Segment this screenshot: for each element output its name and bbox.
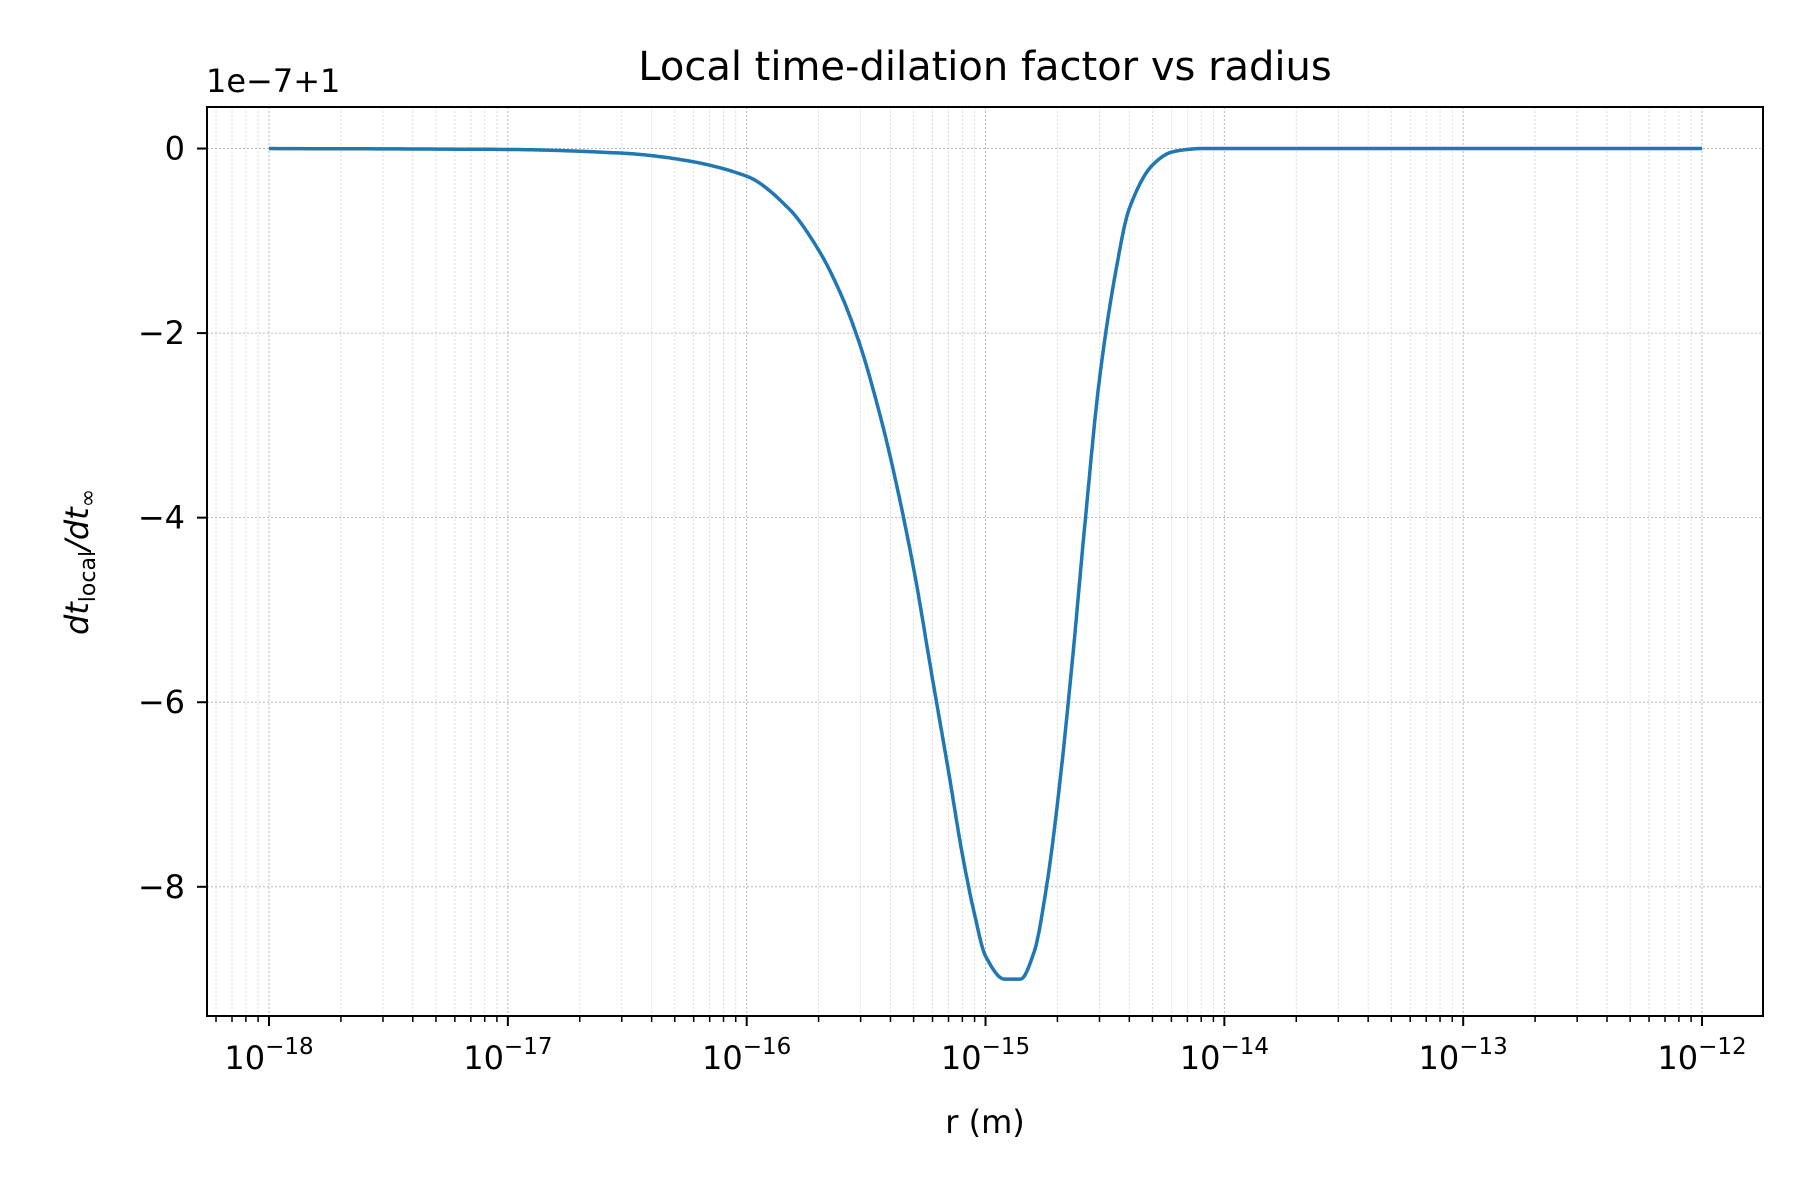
- grid: [207, 107, 1763, 1016]
- series-line-group: [268, 146, 1702, 981]
- x-tick-label: 10−13: [1419, 1034, 1508, 1077]
- y-tick-label: −4: [138, 499, 185, 537]
- y-offset-label: 1e−7+1: [206, 62, 340, 100]
- y-axis-label-slash-dt: /dt: [58, 506, 96, 554]
- x-axis-label: r (m): [945, 1103, 1024, 1141]
- plot-area-frame: [206, 106, 1764, 1017]
- chart-title: Local time-dilation factor vs radius: [638, 44, 1331, 90]
- x-tick-label: 10−14: [1180, 1034, 1269, 1077]
- x-tick-label: 10−12: [1657, 1034, 1746, 1077]
- y-axis-label-dt: dt: [58, 601, 96, 635]
- y-tick-label: −8: [138, 868, 185, 906]
- y-tick-label: −2: [138, 314, 185, 352]
- x-tick-label: 10−16: [702, 1034, 791, 1077]
- y-axis-label: dtlocal/dt∞: [58, 489, 101, 635]
- ticks: 10−18 10−17 10−16 10−15 10−14 10−13 10−12 0 −2 −4…: [138, 130, 1747, 1077]
- x-tick-label: 10−17: [463, 1034, 552, 1077]
- y-tick-label: −6: [138, 683, 185, 721]
- y-tick-label: 0: [165, 130, 185, 168]
- x-tick-label: 10−18: [224, 1034, 313, 1077]
- series-line: [268, 146, 1702, 981]
- y-axis-label-sub-infinity: ∞: [76, 489, 101, 507]
- x-tick-label: 10−15: [941, 1034, 1030, 1077]
- y-axis-label-sub-local: local: [76, 551, 101, 602]
